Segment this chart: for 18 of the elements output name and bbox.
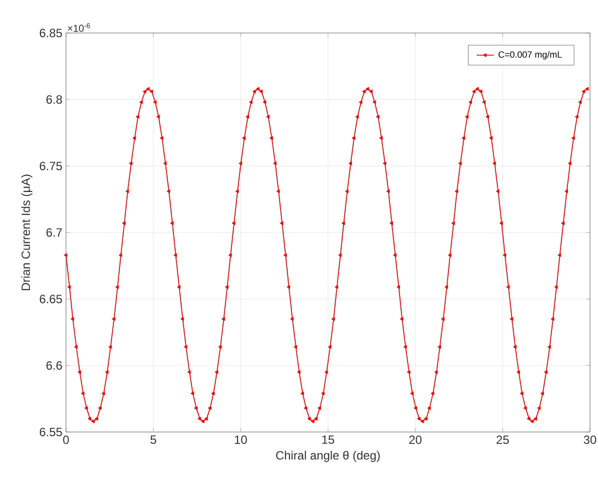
y-tick-label: 6.85 bbox=[40, 28, 62, 38]
x-tick-label: 20 bbox=[409, 436, 422, 444]
x-tick-label: 5 bbox=[150, 436, 156, 444]
x-tick-label: 25 bbox=[496, 436, 509, 444]
legend-label: C=0.007 mg/mL bbox=[498, 51, 562, 60]
y-tick-label: 6.6 bbox=[46, 361, 62, 370]
y-tick-label: 6.65 bbox=[40, 294, 62, 304]
text: ×10$^{-6}$ bbox=[68, 23, 90, 32]
y-axis-title: Drian Current Ids (μA) bbox=[21, 174, 32, 290]
y-tick-label: 6.55 bbox=[40, 428, 62, 436]
y-tick-label: 6.8 bbox=[46, 95, 62, 104]
y-tick-label: 6.75 bbox=[40, 162, 62, 170]
x-tick-label: 10 bbox=[234, 436, 247, 444]
x-tick-label: 15 bbox=[322, 436, 334, 444]
x-axis-title: Chiral angle θ (deg) bbox=[276, 450, 380, 462]
x-tick-label: 0 bbox=[63, 436, 69, 444]
y-tick-label: 6.7 bbox=[46, 228, 62, 237]
x-tick-label: 30 bbox=[584, 436, 596, 444]
